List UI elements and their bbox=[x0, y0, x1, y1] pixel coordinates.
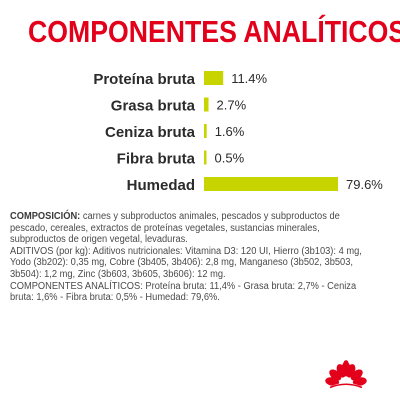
analytical-components-chart: Proteína bruta 11.4% Grasa bruta 2.7% Ceniza… bbox=[93, 71, 383, 194]
category-label: Humedad bbox=[127, 177, 195, 194]
royal-canin-crown-logo-icon bbox=[325, 360, 367, 390]
page-title: COMPONENTES ANALÍTICOS bbox=[28, 14, 400, 49]
value-label: 2.7% bbox=[217, 98, 247, 113]
bar bbox=[204, 71, 224, 85]
composition-paragraph: COMPOSICIÓN: carnes y subproductos anima… bbox=[10, 211, 371, 246]
bar bbox=[204, 150, 207, 165]
value-label: 11.4% bbox=[231, 71, 267, 86]
value-label: 0.5% bbox=[215, 151, 245, 166]
value-label: 1.6% bbox=[215, 124, 245, 139]
composition-label: COMPOSICIÓN: bbox=[10, 211, 81, 222]
category-label: Fibra bruta bbox=[117, 151, 196, 168]
category-label: Grasa bruta bbox=[111, 98, 196, 115]
ingredients-text-block: COMPOSICIÓN: carnes y subproductos anima… bbox=[10, 211, 371, 304]
additives-paragraph: ADITIVOS (por kg): Aditivos nutricionale… bbox=[10, 245, 362, 280]
composition-text: carnes y subproductos animales, pescados… bbox=[10, 211, 340, 246]
category-label: Proteína bruta bbox=[93, 71, 195, 88]
value-label: 79.6% bbox=[346, 177, 383, 192]
analytical-paragraph: COMPONENTES ANALÍTICOS: Proteína bruta: … bbox=[10, 280, 357, 304]
bar bbox=[204, 177, 338, 191]
category-label: Ceniza bruta bbox=[105, 124, 196, 141]
bar bbox=[204, 124, 207, 138]
bar bbox=[204, 97, 209, 112]
